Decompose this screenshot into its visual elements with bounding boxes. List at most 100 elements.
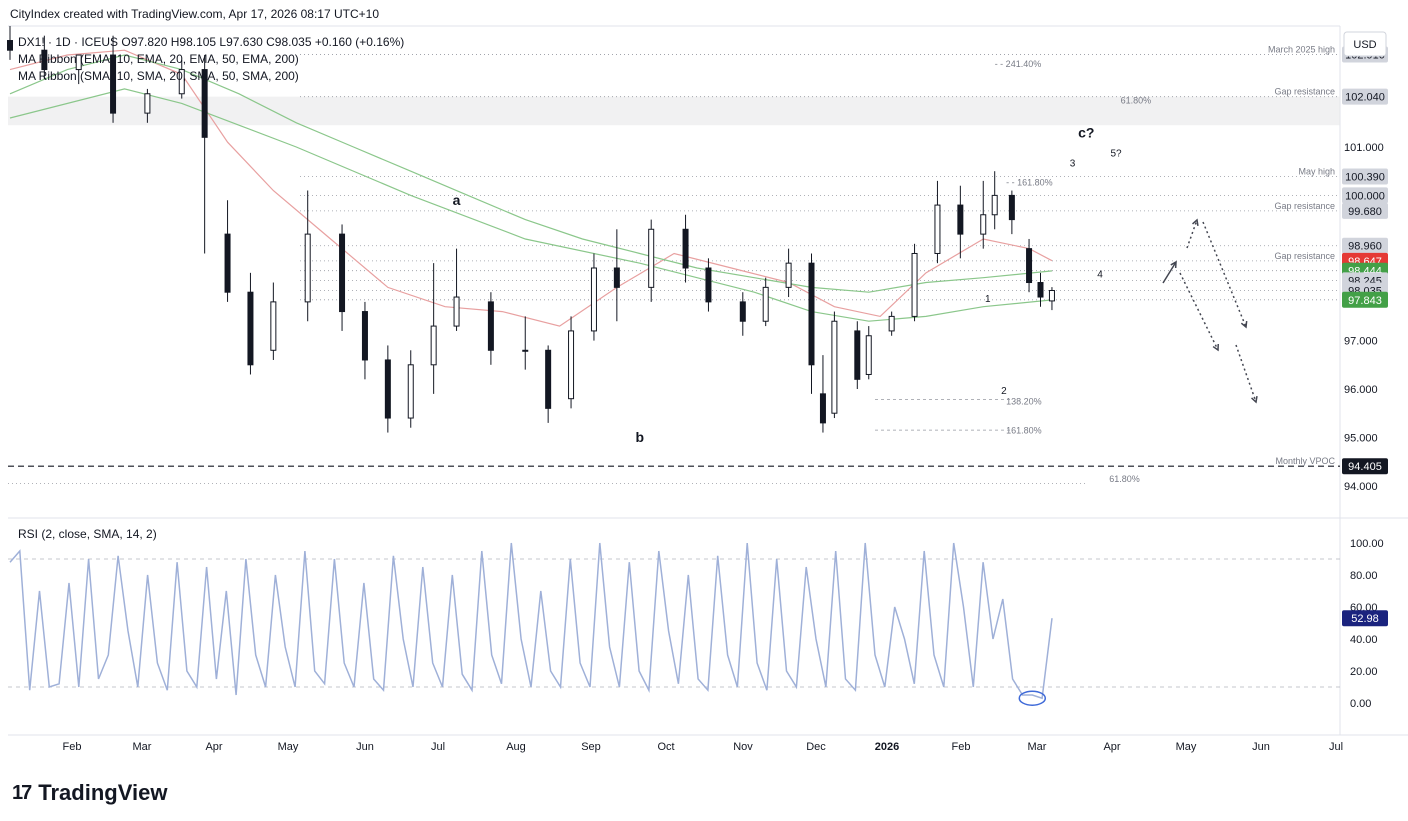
wave-label: 4 xyxy=(1097,270,1103,281)
candle-body[interactable] xyxy=(407,364,414,419)
time-tick-label: Apr xyxy=(205,741,222,753)
candle-body[interactable] xyxy=(304,233,311,303)
arrow-head xyxy=(1240,320,1248,329)
fib-label: - - 161.80% xyxy=(1006,178,1053,188)
time-tick-label: Sep xyxy=(581,741,601,753)
candle-body[interactable] xyxy=(705,267,712,303)
candle-body[interactable] xyxy=(682,228,689,269)
candle-body[interactable] xyxy=(888,315,895,332)
time-tick-label: Dec xyxy=(806,741,826,753)
candle-body[interactable] xyxy=(178,69,185,95)
annotations-layer: a b c? 1 2 3 4 5? - - 241.40% 61.80% - - 161.80% 13… xyxy=(453,59,1258,484)
candle-body[interactable] xyxy=(1048,290,1055,302)
projection-arrow xyxy=(1202,221,1247,328)
price-tick-label: 97.000 xyxy=(1344,336,1378,348)
price-tag xyxy=(1342,237,1388,254)
candle-body[interactable] xyxy=(808,262,815,366)
ema-ribbon-line xyxy=(9,49,1053,327)
wave-label: 2 xyxy=(1001,386,1007,397)
price-tag-label: 99.680 xyxy=(1348,206,1382,218)
arrow-head xyxy=(1170,260,1177,269)
candle-body[interactable] xyxy=(339,233,346,313)
rsi-low-marker xyxy=(1018,690,1047,706)
candle-body[interactable] xyxy=(144,93,151,114)
rsi-tick-label: 40.00 xyxy=(1350,634,1378,646)
candle-body[interactable] xyxy=(453,296,460,327)
chart-background xyxy=(0,0,1408,760)
candle-body[interactable] xyxy=(1037,282,1044,298)
time-tick-label: Mar xyxy=(133,741,152,753)
price-tag-label: 102.040 xyxy=(1345,92,1385,104)
candle-body[interactable] xyxy=(911,252,918,317)
candle-body[interactable] xyxy=(819,393,826,424)
price-tag xyxy=(1342,458,1388,475)
candle-body[interactable] xyxy=(831,320,838,414)
time-tick-label: Feb xyxy=(63,741,82,753)
candle-body[interactable] xyxy=(201,69,208,138)
candle-body[interactable] xyxy=(1026,248,1033,284)
wave-label: 1 xyxy=(985,294,991,305)
candle-body[interactable] xyxy=(7,40,13,51)
sma-200-line xyxy=(9,88,1053,322)
rsi-label[interactable]: RSI (2, close, SMA, 14, 2) xyxy=(18,527,157,541)
price-tick-label: 101.000 xyxy=(1344,142,1384,154)
chart-canvas: March 2025 high Gap resistance May high Gap… xyxy=(0,0,1408,760)
candle-body[interactable] xyxy=(980,214,987,235)
candle-body[interactable] xyxy=(430,325,437,366)
candle-body[interactable] xyxy=(41,49,48,71)
candle-body[interactable] xyxy=(957,204,964,235)
ma-ribbon-ema-label[interactable]: MA Ribbon (EMA, 10, EMA, 20, EMA, 50, EM… xyxy=(18,52,299,66)
candle-body[interactable] xyxy=(568,330,575,400)
currency-label: USD xyxy=(1353,39,1376,51)
candle-body[interactable] xyxy=(1008,194,1015,221)
candle-body[interactable] xyxy=(110,54,117,114)
candle-body[interactable] xyxy=(270,301,277,351)
wave-label: a xyxy=(453,192,461,208)
candle-body[interactable] xyxy=(991,194,998,216)
candle-body[interactable] xyxy=(739,301,746,322)
wave-label: c? xyxy=(1078,124,1094,140)
candle-body[interactable] xyxy=(522,349,529,352)
rsi-tick-label: 100.00 xyxy=(1350,538,1384,550)
wave-label: 5? xyxy=(1111,149,1123,160)
projection-arrow xyxy=(1235,344,1257,403)
level-label: Gap resistance xyxy=(1274,201,1335,211)
candle-body[interactable] xyxy=(75,54,82,71)
arrow-head xyxy=(1192,218,1199,227)
candle-body[interactable] xyxy=(785,262,792,288)
fib-label: 161.80% xyxy=(1006,426,1042,436)
candle-body[interactable] xyxy=(247,291,254,366)
tradingview-logo[interactable]: 17 TradingView xyxy=(12,780,167,806)
candle-body[interactable] xyxy=(224,233,231,293)
price-tag xyxy=(1342,202,1388,219)
time-tick-label: Jul xyxy=(1329,741,1343,753)
symbol-ohlc-line[interactable]: DX1! · 1D · ICEUS O97.820 H98.105 L97.63… xyxy=(18,35,404,49)
candle-body[interactable] xyxy=(361,311,368,361)
candle-body[interactable] xyxy=(590,267,597,332)
candle-body[interactable] xyxy=(934,204,941,254)
currency-button[interactable] xyxy=(1343,31,1387,57)
time-tick-label: Nov xyxy=(733,741,753,753)
price-tick-label: 95.000 xyxy=(1344,432,1378,444)
time-tick-label: May xyxy=(1176,741,1197,753)
candle-body[interactable] xyxy=(384,359,391,419)
level-label: Gap resistance xyxy=(1274,251,1335,261)
gap-resistance-zone xyxy=(8,96,1340,126)
candles-layer xyxy=(7,26,1055,433)
candle-body[interactable] xyxy=(648,228,655,288)
projection-arrow xyxy=(1162,261,1177,284)
fib-label: 61.80% xyxy=(1109,474,1140,484)
candle-body[interactable] xyxy=(545,349,552,409)
candle-body[interactable] xyxy=(762,286,769,322)
price-tag-label: 98.960 xyxy=(1348,241,1382,253)
candle-body[interactable] xyxy=(854,330,861,380)
ma-ribbon-sma-label[interactable]: MA Ribbon (SMA, 10, SMA, 20, SMA, 50, SM… xyxy=(18,69,299,83)
time-tick-label: Aug xyxy=(506,741,526,753)
candle-body[interactable] xyxy=(613,267,620,288)
price-tick-label: 94.000 xyxy=(1344,481,1378,493)
candle-body[interactable] xyxy=(487,301,494,351)
candle-body[interactable] xyxy=(865,335,872,375)
price-tag xyxy=(1342,88,1388,105)
attribution-text: CityIndex created with TradingView.com, … xyxy=(10,7,379,21)
